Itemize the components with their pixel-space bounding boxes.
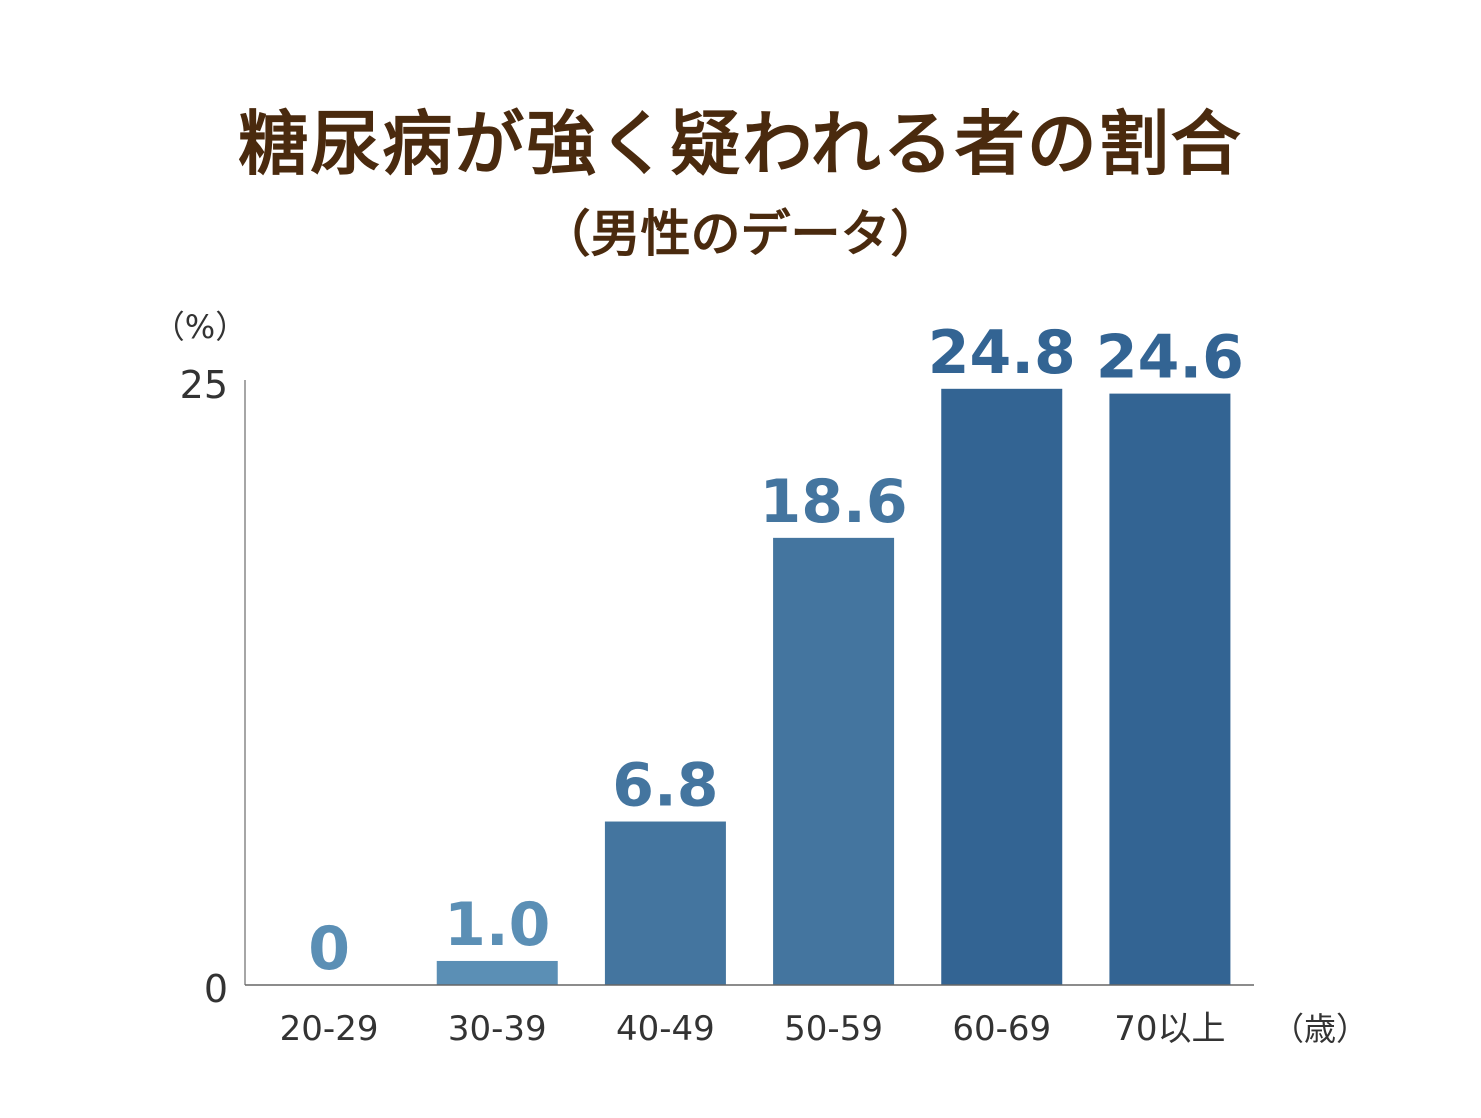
- category-label-70以上: 70以上: [1114, 1009, 1225, 1049]
- category-label-40-49: 40-49: [616, 1009, 715, 1049]
- value-label-40-49: 6.8: [612, 751, 718, 821]
- category-label-60-69: 60-69: [952, 1009, 1051, 1049]
- category-labels-group: 20-29 30-39 40-49 50-59 60-69 70以上: [280, 1009, 1226, 1049]
- value-labels-group: 0 1.0 6.8 18.6 24.8 24.6: [308, 318, 1244, 984]
- value-label-30-39: 1.0: [444, 890, 550, 960]
- y-tick-max: 25: [180, 363, 228, 407]
- category-label-20-29: 20-29: [280, 1009, 379, 1049]
- category-label-50-59: 50-59: [784, 1009, 883, 1049]
- value-label-70以上: 24.6: [1096, 323, 1244, 393]
- bar-40-49: [604, 821, 726, 985]
- chart-title: 糖尿病が強く疑われる者の割合: [238, 103, 1243, 185]
- value-label-20-29: 0: [308, 914, 350, 984]
- bar-50-59: [773, 537, 895, 985]
- x-unit-label: （歳）: [1272, 1010, 1368, 1048]
- bar-60-69: [941, 388, 1063, 986]
- bar-70以上: [1109, 393, 1231, 986]
- category-label-30-39: 30-39: [448, 1009, 547, 1049]
- y-tick-zero: 0: [204, 967, 228, 1011]
- value-label-50-59: 18.6: [760, 467, 908, 537]
- bars-group: [436, 388, 1231, 986]
- chart-subtitle: （男性のデータ）: [540, 205, 941, 263]
- y-unit-label: （%）: [153, 308, 247, 346]
- value-label-60-69: 24.8: [928, 318, 1076, 388]
- bar-30-39: [436, 960, 558, 985]
